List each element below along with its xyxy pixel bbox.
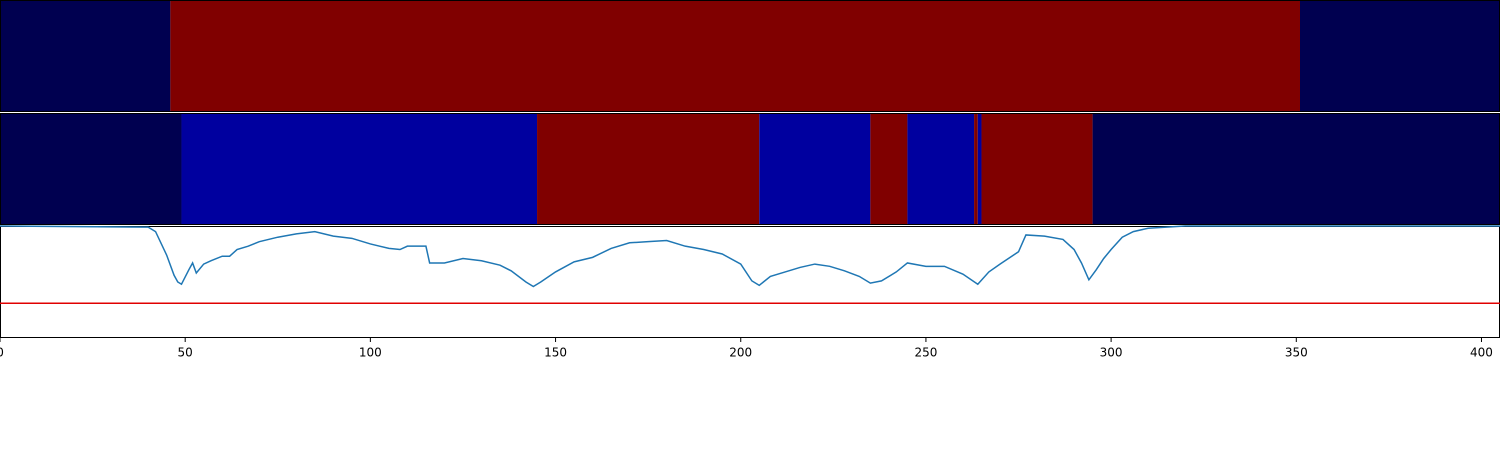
x-tick-label: 50	[178, 346, 193, 360]
panel-frame	[0, 226, 1500, 338]
x-tick-label: 100	[359, 346, 382, 360]
segment	[759, 113, 871, 225]
segment	[907, 113, 975, 225]
segment	[1092, 113, 1500, 225]
x-tick-label: 300	[1100, 346, 1123, 360]
segment	[170, 0, 1301, 112]
segment	[974, 113, 978, 225]
data-line	[0, 225, 1500, 288]
segment	[0, 113, 182, 225]
x-tick-label: 150	[544, 346, 567, 360]
x-tick-label: 250	[914, 346, 937, 360]
segment	[0, 0, 171, 112]
x-tick-label: 0	[0, 346, 4, 360]
segment	[1300, 0, 1500, 112]
x-tick-label: 400	[1470, 346, 1493, 360]
x-tick-label: 200	[729, 346, 752, 360]
x-tick-label: 350	[1285, 346, 1308, 360]
segment	[537, 113, 760, 225]
segment	[977, 113, 982, 225]
segment	[981, 113, 1093, 225]
segment	[181, 113, 538, 225]
segment	[870, 113, 908, 225]
